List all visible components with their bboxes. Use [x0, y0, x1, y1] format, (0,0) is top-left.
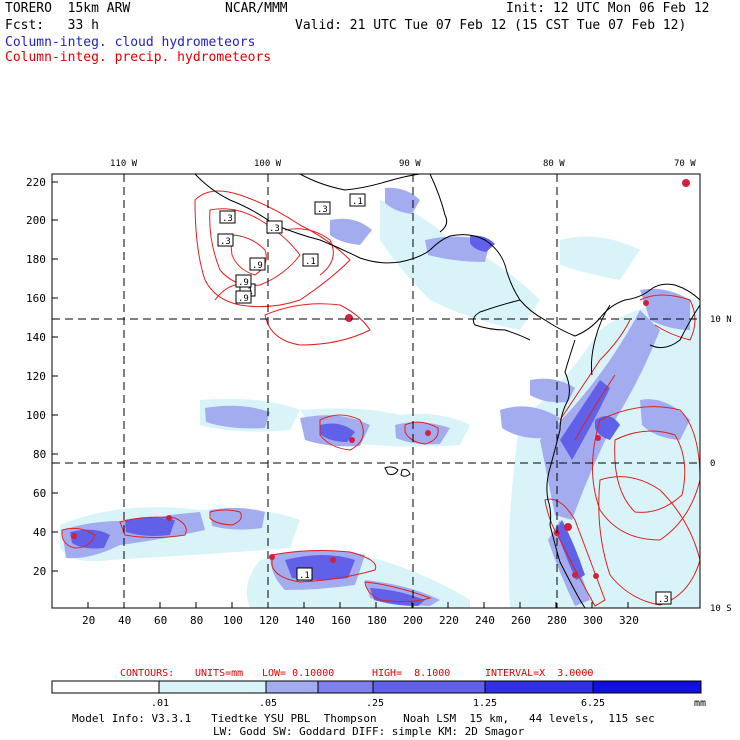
- y-tick: 120: [26, 370, 46, 383]
- contour-label-box: .1: [296, 567, 313, 581]
- contour-label: .3: [222, 214, 233, 224]
- y-tick: 100: [26, 409, 46, 422]
- lon-label: 100 W: [254, 159, 282, 169]
- x-tick: 220: [439, 614, 459, 627]
- contour-label: .1: [299, 571, 310, 581]
- y-tick: 220: [26, 176, 46, 189]
- lon-label: 80 W: [543, 159, 565, 169]
- model-physics: LW: Godd SW: Goddard DIFF: simple KM: 2D…: [213, 725, 525, 738]
- contours-units: UNITS=mm: [195, 668, 244, 679]
- contours-low: LOW= 0.10000: [262, 668, 335, 679]
- x-tick: 260: [511, 614, 531, 627]
- y-tick: 200: [26, 214, 46, 227]
- precip-contours: [61, 190, 700, 607]
- contour-labels: .3 .1 .3 .3 .3 .1 .1 .9 .9 .9 .1 .3: [217, 193, 672, 605]
- colorbar-tick: 1.25: [473, 698, 497, 709]
- colorbar-tick: .05: [259, 698, 277, 709]
- organization: NCAR/MMM: [225, 1, 288, 16]
- forecast-hour: Fcst: 33 h: [5, 18, 99, 33]
- lon-label: 90 W: [399, 159, 421, 169]
- y-tick: 80: [33, 448, 46, 461]
- map-field: [60, 174, 700, 608]
- contour-label-box: .3: [217, 233, 234, 247]
- colorbar-segment: [372, 680, 486, 694]
- lon-labels: 110 W 100 W 90 W 80 W 70 W: [110, 159, 696, 169]
- contours-interval: INTERVAL=X 3.0000: [485, 668, 594, 679]
- lat-labels: 10 N 0 10 S: [710, 315, 732, 614]
- colorbar-units: mm: [694, 698, 706, 709]
- colorbar-segment: [592, 680, 702, 694]
- y-tick: 20: [33, 565, 46, 578]
- model-title: TORERO 15km ARW: [5, 1, 131, 16]
- contour-label-box: .3: [314, 201, 331, 215]
- contour-label-box: .3: [219, 210, 236, 224]
- x-tick: 40: [118, 614, 131, 627]
- lat-label: 0: [710, 459, 715, 469]
- lon-label: 110 W: [110, 159, 138, 169]
- coastlines: [194, 174, 700, 608]
- colorbar-segment: [317, 680, 374, 694]
- contour-label: .3: [658, 595, 669, 605]
- contour-label: .3: [269, 224, 280, 234]
- colorbar-segment: [158, 680, 267, 694]
- colorbar-tick: .01: [151, 698, 169, 709]
- colorbar-tick: .25: [366, 698, 384, 709]
- x-axis: [87, 602, 629, 608]
- contour-label: .9: [238, 294, 249, 304]
- lat-lon-grid: [52, 174, 700, 608]
- x-tick: 280: [547, 614, 567, 627]
- color-bar: .01 .05 .25 1.25 6.25 mm: [51, 680, 706, 709]
- legend-precip: Column-integ. precip. hydrometeors: [5, 50, 272, 65]
- y-tick: 60: [33, 487, 46, 500]
- contours-label: CONTOURS:: [120, 668, 175, 679]
- colorbar-tick: 6.25: [581, 698, 605, 709]
- contour-label: .9: [238, 278, 249, 288]
- valid-time: Valid: 21 UTC Tue 07 Feb 12 (15 CST Tue …: [295, 18, 687, 33]
- model-info: Model Info: V3.3.1 Tiedtke YSU PBL Thomp…: [72, 712, 655, 725]
- contour-label-box: .1: [349, 193, 366, 207]
- precip-hotspots: [71, 179, 690, 579]
- y-tick-labels: 220 200 180 160 140 120 100 80 60 40 20: [26, 176, 46, 578]
- contours-high: HIGH= 8.1000: [372, 668, 451, 679]
- x-tick: 80: [190, 614, 203, 627]
- x-tick: 180: [367, 614, 387, 627]
- x-tick: 160: [331, 614, 351, 627]
- contour-label: .1: [352, 197, 363, 207]
- lat-label: 10 N: [710, 315, 732, 325]
- contour-label-box: .9: [249, 257, 266, 271]
- x-tick: 320: [619, 614, 639, 627]
- x-tick: 120: [259, 614, 279, 627]
- x-tick: 60: [154, 614, 167, 627]
- x-tick: 240: [475, 614, 495, 627]
- colorbar-segment: [265, 680, 319, 694]
- contour-label: .3: [220, 237, 231, 247]
- lon-label: 70 W: [674, 159, 696, 169]
- contour-label-box: .9: [235, 274, 252, 288]
- x-tick: 140: [295, 614, 315, 627]
- legend-cloud: Column-integ. cloud hydrometeors: [5, 35, 256, 50]
- x-tick-labels: 20 40 60 80 100 120 140 160 180 200 220 …: [82, 614, 639, 627]
- x-tick: 200: [403, 614, 423, 627]
- lat-label: 10 S: [710, 604, 732, 614]
- y-axis: [52, 181, 58, 572]
- contour-label-box: .3: [655, 591, 672, 605]
- colorbar-segment: [484, 680, 594, 694]
- init-time: Init: 12 UTC Mon 06 Feb 12: [506, 1, 710, 16]
- x-tick: 20: [82, 614, 95, 627]
- y-tick: 160: [26, 292, 46, 305]
- y-tick: 180: [26, 253, 46, 266]
- contour-label: .1: [305, 257, 316, 267]
- y-tick: 40: [33, 526, 46, 539]
- x-tick: 100: [223, 614, 243, 627]
- contour-label: .3: [317, 205, 328, 215]
- x-tick: 300: [583, 614, 603, 627]
- contour-label: .9: [252, 261, 263, 271]
- y-tick: 140: [26, 331, 46, 344]
- colorbar-segment: [51, 680, 160, 694]
- contour-label-box: .3: [266, 220, 283, 234]
- contour-label-box: .1: [302, 253, 319, 267]
- contour-label-box: .9: [235, 290, 252, 304]
